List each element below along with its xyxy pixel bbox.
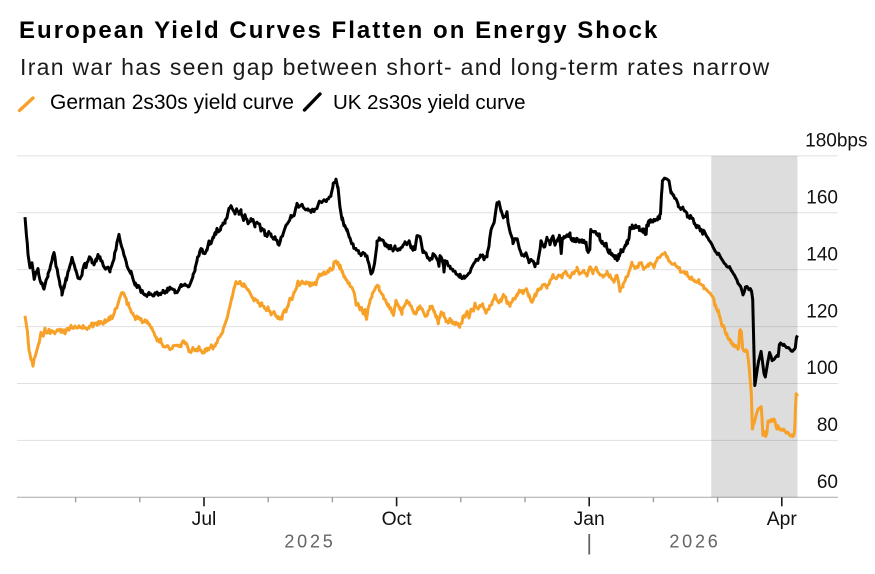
svg-text:|: | [586, 530, 592, 555]
svg-text:160: 160 [806, 188, 838, 209]
svg-text:2025: 2025 [284, 532, 335, 552]
svg-text:180bps: 180bps [805, 131, 867, 152]
svg-text:2026: 2026 [669, 532, 720, 552]
svg-text:60: 60 [817, 472, 838, 493]
svg-text:Oct: Oct [382, 509, 413, 530]
svg-text:Jul: Jul [192, 509, 217, 530]
svg-text:100: 100 [806, 358, 838, 379]
svg-text:80: 80 [817, 415, 838, 436]
svg-text:140: 140 [806, 244, 838, 265]
svg-text:Jan: Jan [574, 509, 605, 530]
svg-text:Apr: Apr [767, 509, 798, 530]
svg-text:120: 120 [806, 301, 838, 322]
